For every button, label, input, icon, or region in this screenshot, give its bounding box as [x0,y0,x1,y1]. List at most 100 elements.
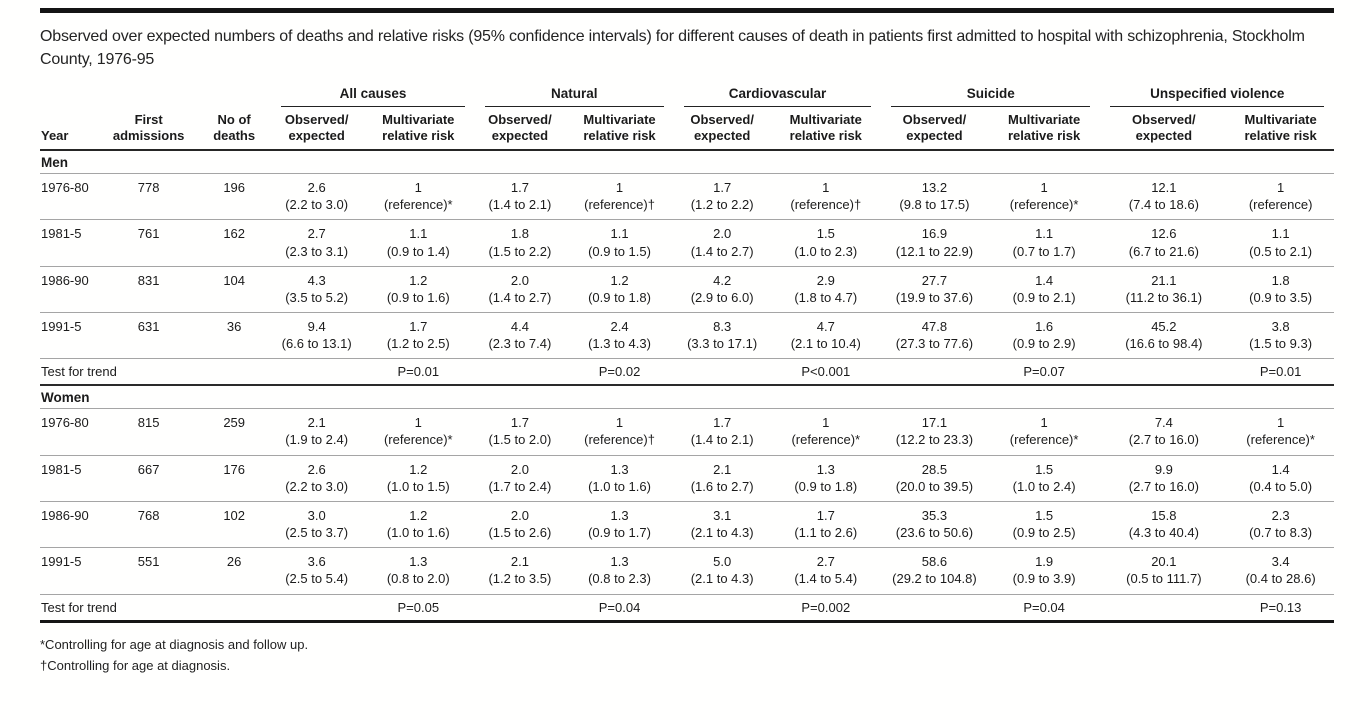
estimate-cell: 2.4 (1.3 to 4.3) [565,311,674,359]
point-estimate: 2.1 [307,415,326,431]
confidence-interval: (1.2 to 3.5) [488,571,552,587]
point-estimate: 5.0 [713,554,732,570]
confidence-interval: (1.5 to 2.2) [488,243,552,259]
point-estimate: 12.6 [1151,226,1177,242]
confidence-interval: (1.5 to 9.3) [1249,336,1313,352]
estimate-cell: 5.0 (2.1 to 4.3) [673,547,771,595]
confidence-interval: (1.2 to 2.2) [690,197,754,213]
point-estimate: 1.3 [610,554,629,570]
point-estimate: 1 [414,415,422,431]
point-estimate: 1.8 [510,226,529,242]
confidence-interval: (9.8 to 17.5) [899,197,970,213]
estimate-cell: 9.9 (2.7 to 16.0) [1100,454,1228,502]
point-estimate: 1.4 [1035,272,1054,288]
column-header-observed-expected: Observed/ expected [271,106,362,152]
table-body: Men 1976-80 778 196 2.6 (2.2 to 3.0) 1 (referen… [40,150,1334,623]
estimate-cell: 4.2 (2.9 to 6.0) [673,265,771,313]
estimate-cell: 1.5 (1.0 to 2.4) [987,454,1101,502]
column-header-observed-expected: Observed/ expected [474,106,566,152]
point-estimate: 1 [1040,415,1048,431]
estimate-cell: 8.3 (3.3 to 17.1) [673,311,771,359]
column-header-multivariate-rr: Multivariate relative risk [987,106,1101,152]
group-header-unspecified-violence: Unspecified violence [1100,84,1334,107]
confidence-interval: (1.0 to 1.6) [588,478,651,494]
confidence-interval: (3.3 to 17.1) [687,336,758,352]
footnote-dagger: †Controlling for age at diagnosis. [40,658,231,673]
point-estimate: 21.1 [1151,272,1177,288]
point-estimate: 1.7 [510,415,529,431]
trend-empty-cell [1100,358,1228,386]
table-top-rule [40,8,1334,13]
column-header-observed-expected: Observed/ expected [881,106,988,152]
point-estimate: 1.5 [1035,507,1054,523]
column-header-observed-expected: Observed/ expected [1100,106,1228,152]
point-estimate: 2.0 [510,461,529,477]
point-estimate: 9.4 [307,319,326,334]
point-estimate: 2.0 [713,226,732,242]
column-header-multivariate-rr: Multivariate relative risk [565,106,674,152]
point-estimate: 2.7 [307,226,326,242]
confidence-interval: (2.1 to 4.3) [690,525,754,541]
point-estimate: 1 [822,180,830,196]
estimate-cell: 1.9 (0.9 to 3.9) [987,547,1101,595]
confidence-interval: (1.4 to 2.1) [690,432,754,448]
point-estimate: 1.7 [713,415,732,431]
confidence-interval: (0.8 to 2.3) [588,571,651,587]
group-header-spacer [40,84,271,106]
estimate-cell: 3.1 (2.1 to 4.3) [673,500,771,548]
first-admissions-cell: 815 [100,408,197,456]
point-estimate: 1.7 [816,507,835,523]
confidence-interval: (reference)* [1246,432,1315,448]
confidence-interval: (1.4 to 5.4) [794,571,858,587]
estimate-cell: 1 (reference)* [770,408,882,456]
estimate-cell: 1.1 (0.7 to 1.7) [987,219,1101,267]
column-header-no-of-deaths: No of deaths [196,106,272,152]
point-estimate: 58.6 [921,554,948,570]
trend-empty-cell [474,358,566,386]
estimate-cell: 1.7 (1.1 to 2.6) [770,500,882,548]
group-header-row: All causes Natural Cardiovascular Suicid… [40,84,1334,107]
estimate-cell: 28.5 (20.0 to 39.5) [881,454,988,502]
point-estimate: 1 [615,415,624,431]
estimate-cell: 1.1 (0.5 to 2.1) [1227,219,1334,267]
confidence-interval: (1.2 to 2.5) [386,336,450,352]
estimate-cell: 47.8 (27.3 to 77.6) [881,311,988,359]
trend-p-value: P=0.04 [565,593,674,623]
estimate-cell: 1.4 (0.9 to 2.1) [987,265,1101,313]
confidence-interval: (reference)* [383,197,453,213]
confidence-interval: (1.0 to 1.5) [386,478,450,494]
first-admissions-cell: 778 [100,173,197,220]
estimate-cell: 45.2 (16.6 to 98.4) [1100,311,1228,359]
trend-row: Test for trend P=0.01 P=0.02 P<0.001 P=0.07 P… [40,358,1334,386]
no-of-deaths-cell: 36 [196,311,272,359]
estimate-cell: 16.9 (12.1 to 22.9) [881,219,988,267]
point-estimate: 1.1 [409,226,428,242]
first-admissions-cell: 631 [100,311,197,359]
estimate-cell: 2.0 (1.7 to 2.4) [474,454,566,502]
trend-empty-cell [271,593,362,623]
point-estimate: 4.7 [816,319,835,334]
point-estimate: 1.5 [1035,461,1054,477]
confidence-interval: (19.9 to 37.6) [895,289,974,305]
estimate-cell: 1.3 (0.9 to 1.7) [565,500,674,548]
point-estimate: 1.5 [816,226,835,242]
point-estimate: 1.2 [409,272,428,288]
confidence-interval: (29.2 to 104.8) [892,571,977,587]
confidence-interval: (0.9 to 1.8) [588,289,651,305]
confidence-interval: (1.6 to 2.7) [690,478,754,494]
point-estimate: 1.2 [409,507,428,523]
column-header-multivariate-rr: Multivariate relative risk [770,106,882,152]
point-estimate: 28.5 [921,461,948,477]
estimate-cell: 1.5 (1.0 to 2.3) [770,219,882,267]
estimate-cell: 1 (reference)* [987,173,1101,220]
no-of-deaths-cell: 162 [196,219,272,267]
point-estimate: 47.8 [921,319,948,334]
confidence-interval: (0.5 to 111.7) [1126,571,1202,587]
point-estimate: 4.2 [713,272,732,288]
estimate-cell: 12.6 (6.7 to 21.6) [1100,219,1228,267]
first-admissions-cell: 667 [100,454,197,502]
year-cell: 1981-5 [40,219,101,267]
year-cell: 1986-90 [40,265,101,313]
estimate-cell: 1.3 (0.8 to 2.0) [361,547,475,595]
